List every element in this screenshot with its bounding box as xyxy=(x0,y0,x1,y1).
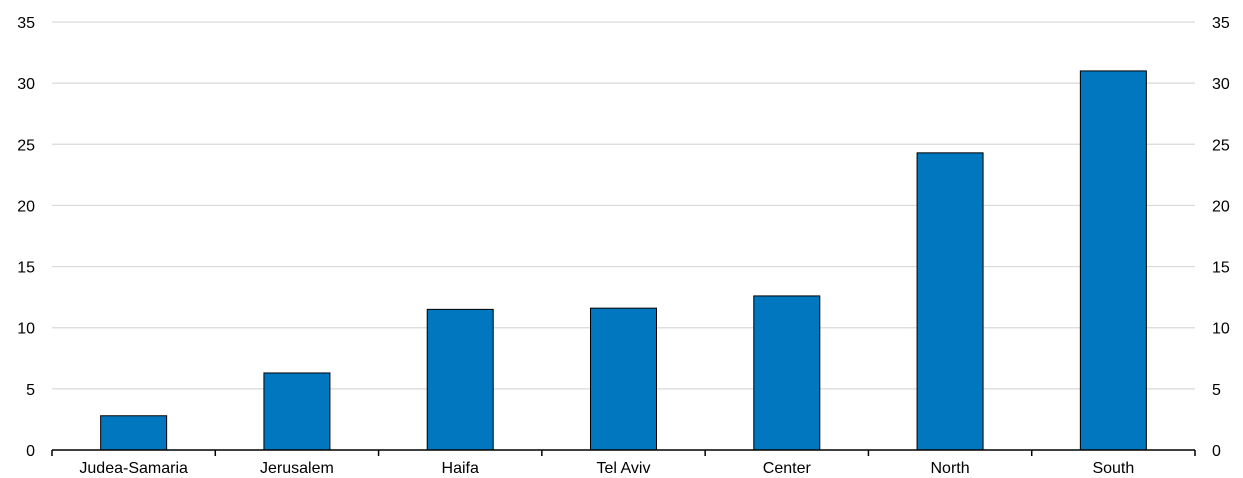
x-tick-label: North xyxy=(931,460,970,477)
y-tick-label-left: 5 xyxy=(26,382,35,399)
y-tick-label-right: 25 xyxy=(1212,137,1230,154)
x-tick-label: Judea-Samaria xyxy=(79,460,188,477)
y-tick-label-right: 20 xyxy=(1212,198,1230,215)
y-tick-label-left: 0 xyxy=(26,443,35,460)
y-tick-label-right: 30 xyxy=(1212,76,1230,93)
bar-north xyxy=(916,152,984,451)
y-tick-label-right: 15 xyxy=(1212,260,1230,277)
y-tick-label-left: 35 xyxy=(17,15,35,32)
y-tick-label-left: 25 xyxy=(17,137,35,154)
bars xyxy=(100,70,1147,451)
x-tick-label: Tel Aviv xyxy=(597,460,651,477)
y-tick-label-right: 35 xyxy=(1212,15,1230,32)
y-tick-label-left: 20 xyxy=(17,198,35,215)
bar-jerusalem xyxy=(263,372,331,451)
axes xyxy=(51,449,1196,456)
bar-center xyxy=(753,295,821,451)
bar-haifa xyxy=(426,308,494,451)
y-tick-label-left: 15 xyxy=(17,260,35,277)
y-tick-label-right: 10 xyxy=(1212,321,1230,338)
y-tick-label-left: 10 xyxy=(17,321,35,338)
bar-judea-samaria xyxy=(100,415,168,451)
gridlines xyxy=(52,21,1195,390)
bar-tel-aviv xyxy=(590,307,657,451)
bar-south xyxy=(1079,70,1147,451)
x-tick-label: South xyxy=(1092,460,1134,477)
y-tick-label-left: 30 xyxy=(17,76,35,93)
x-tick-label: Jerusalem xyxy=(260,460,334,477)
y-tick-label-right: 0 xyxy=(1212,443,1221,460)
x-tick-label: Haifa xyxy=(442,460,479,477)
labels: 0 0 5 5 10 10 15 15 20 20 25 25 30 30 35 35 Judea-Samari… xyxy=(17,15,1230,477)
x-tick-label: Center xyxy=(763,460,812,477)
y-tick-label-right: 5 xyxy=(1212,382,1221,399)
